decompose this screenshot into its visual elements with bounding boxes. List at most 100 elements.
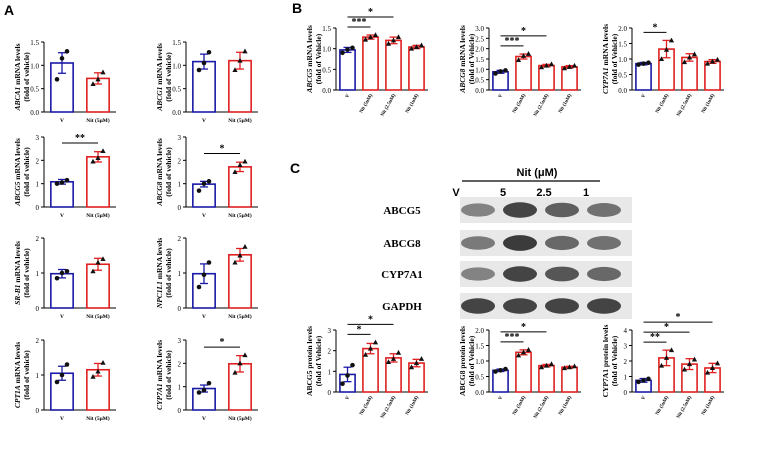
y-tick-label: 0.5 [475, 77, 484, 85]
data-point [681, 59, 688, 65]
data-point [59, 372, 65, 378]
y-tick-label: 1 [624, 374, 628, 382]
y-tick-label: 1 [36, 270, 40, 278]
y-axis-subtitle: (fold of Vehicle) [467, 33, 476, 84]
y-tick-label: 2 [178, 235, 182, 243]
data-point [385, 359, 392, 365]
x-tick-label: Nit (5uM) [655, 395, 670, 416]
data-point [242, 352, 248, 358]
data-point [390, 37, 397, 43]
y-tick-label: 0 [178, 407, 182, 415]
y-tick-label: 1 [36, 372, 40, 380]
y-tick-label: 0.0 [322, 87, 331, 95]
y-tick-label: 0.0 [475, 87, 484, 95]
data-point [525, 51, 532, 56]
data-point [663, 355, 670, 360]
x-tick-label: V [60, 314, 64, 320]
y-axis-title: CYP7A1 mRNA levels [601, 24, 610, 94]
data-point [686, 54, 693, 60]
y-axis-gene-name: ABCG8 [155, 181, 164, 206]
data-point [681, 366, 688, 372]
y-tick-label: 2 [624, 358, 628, 366]
y-axis-gene-name: ABCG1 [155, 87, 164, 112]
data-point [646, 60, 651, 66]
y-tick-label: 2 [36, 235, 40, 243]
y-tick-label: 2 [328, 348, 332, 356]
y-axis-subtitle: (fold of vehicle) [22, 52, 31, 102]
y-tick-label: 2 [36, 337, 40, 345]
y-axis-subtitle: (fold of Vehicle) [467, 335, 476, 386]
bar [86, 156, 110, 208]
y-axis-subtitle: (fold of vehicle) [22, 248, 31, 298]
x-tick-label: Nit (5μM) [86, 415, 110, 422]
bar [538, 64, 555, 91]
x-tick-label: V [202, 416, 206, 422]
y-axis-title: CPT1A mRNA levels [13, 342, 22, 408]
x-tick-label: V [202, 213, 206, 219]
data-point [395, 349, 402, 355]
data-point [206, 179, 212, 184]
data-point [350, 362, 355, 368]
y-tick-label: 1.0 [172, 62, 181, 70]
y-tick-label: 1.5 [172, 39, 181, 47]
y-tick-label: 1.0 [618, 56, 627, 64]
data-point [100, 359, 106, 365]
data-point [668, 347, 675, 353]
chart-a8: 0 1 2 3 CYP7A1 mRNA levels (fold of vehicle) V… [155, 337, 258, 422]
y-tick-label: 1 [178, 270, 182, 278]
significance-label: ** [75, 133, 85, 144]
blot-lane-label: 5 [500, 187, 506, 199]
data-point [372, 32, 379, 38]
y-tick-label: 0 [328, 389, 332, 397]
y-tick-label: 3 [178, 337, 182, 345]
data-point [237, 360, 243, 366]
data-point [196, 67, 202, 73]
data-point [714, 56, 721, 62]
data-point [196, 390, 202, 395]
y-tick-label: 1.5 [618, 41, 627, 49]
bar [50, 181, 74, 208]
data-point [242, 243, 248, 249]
x-tick-label: Nit (5μM) [86, 313, 110, 320]
data-point [232, 369, 238, 375]
y-tick-label: 0 [36, 204, 40, 212]
data-point [520, 349, 527, 355]
y-axis-measure: mRNA levels [155, 238, 164, 281]
y-axis-measure: ABCG5 protein levels [305, 326, 314, 396]
y-axis-measure: mRNA levels [155, 340, 164, 383]
bar [635, 62, 652, 91]
x-tick-label: Nit (5uM) [359, 93, 374, 114]
y-tick-label: 3 [36, 134, 40, 142]
data-point [503, 366, 508, 372]
data-point [362, 352, 369, 357]
blot-row-label: ABCG5 [383, 205, 421, 217]
data-point [206, 49, 212, 55]
significance-label: * [368, 314, 373, 325]
x-tick-label: Nit (5μM) [86, 117, 110, 124]
y-axis-measure: CYP7A1 protein levels [601, 325, 610, 398]
significance-label: * [653, 22, 658, 33]
x-tick-label: V [498, 93, 504, 99]
data-point [561, 65, 568, 71]
chart-c3: 0 1 2 3 4 CYP7A1 protein levels (fold of Vehic… [601, 312, 724, 420]
data-point [367, 345, 374, 351]
y-axis-subtitle: (fold of vehicle) [164, 350, 173, 400]
blot-band [587, 236, 621, 250]
y-axis-measure: mRNA levels [305, 25, 314, 68]
y-tick-label: 1.0 [475, 358, 484, 366]
significance-label: * [664, 322, 669, 333]
y-axis-title: ABCG8 mRNA levels [458, 25, 467, 94]
data-point [59, 180, 65, 185]
blot-band [545, 235, 579, 251]
blot-band [503, 235, 537, 251]
data-point [561, 365, 568, 371]
y-axis-subtitle: (fold of vehicle) [22, 350, 31, 400]
y-tick-label: 1.5 [475, 56, 484, 64]
y-tick-label: 1.5 [30, 39, 39, 47]
x-tick-label: Nit (1uM) [405, 395, 420, 416]
data-point [54, 275, 60, 281]
data-point [201, 60, 207, 66]
significance-label: * [220, 144, 225, 155]
y-tick-label: 1.5 [322, 25, 331, 33]
y-tick-label: 4 [624, 327, 628, 335]
